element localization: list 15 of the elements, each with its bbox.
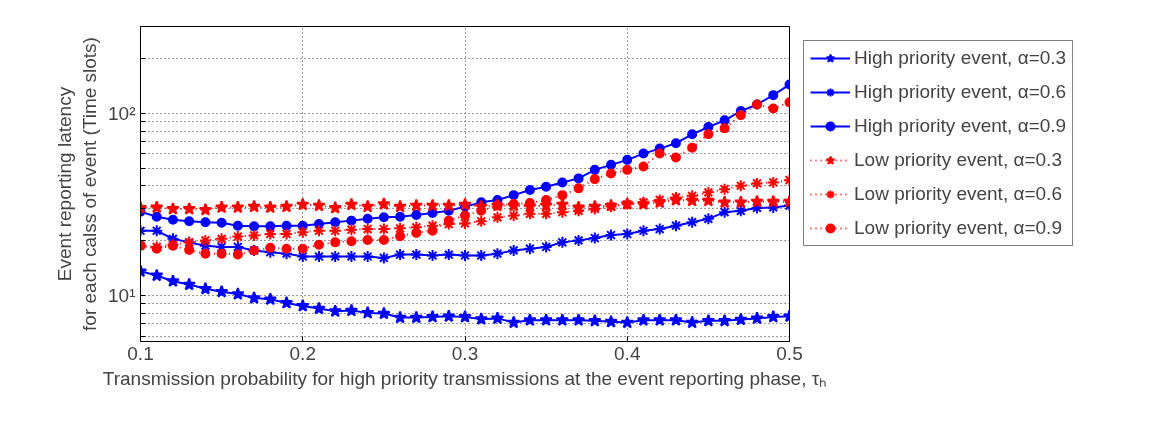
legend-label: Low priority event, α=0.9 [854, 217, 1062, 239]
legend-label: High priority event, α=0.3 [854, 47, 1067, 69]
x-axis-title: Transmission probability for high priority transmissions at the event reporting phase, τₕ [102, 367, 828, 389]
x-tick-label: 0.5 [776, 342, 803, 364]
legend-label: Low priority event, α=0.3 [854, 149, 1062, 171]
x-tick-label: 0.1 [127, 342, 154, 364]
legend-label: High priority event, α=0.9 [854, 115, 1067, 137]
y-axis-title: Event reporting latency for each calss of event (Time slots) [53, 37, 101, 331]
legend-label: Low priority event, α=0.6 [854, 183, 1062, 205]
x-tick-label: 0.3 [451, 342, 479, 364]
y-tick-label: 10² [108, 102, 136, 124]
y-tick-label: 10¹ [108, 285, 136, 307]
x-tick-label: 0.4 [614, 342, 641, 364]
x-tick-label: 0.2 [289, 342, 316, 364]
legend-label: High priority event, α=0.6 [854, 81, 1067, 103]
